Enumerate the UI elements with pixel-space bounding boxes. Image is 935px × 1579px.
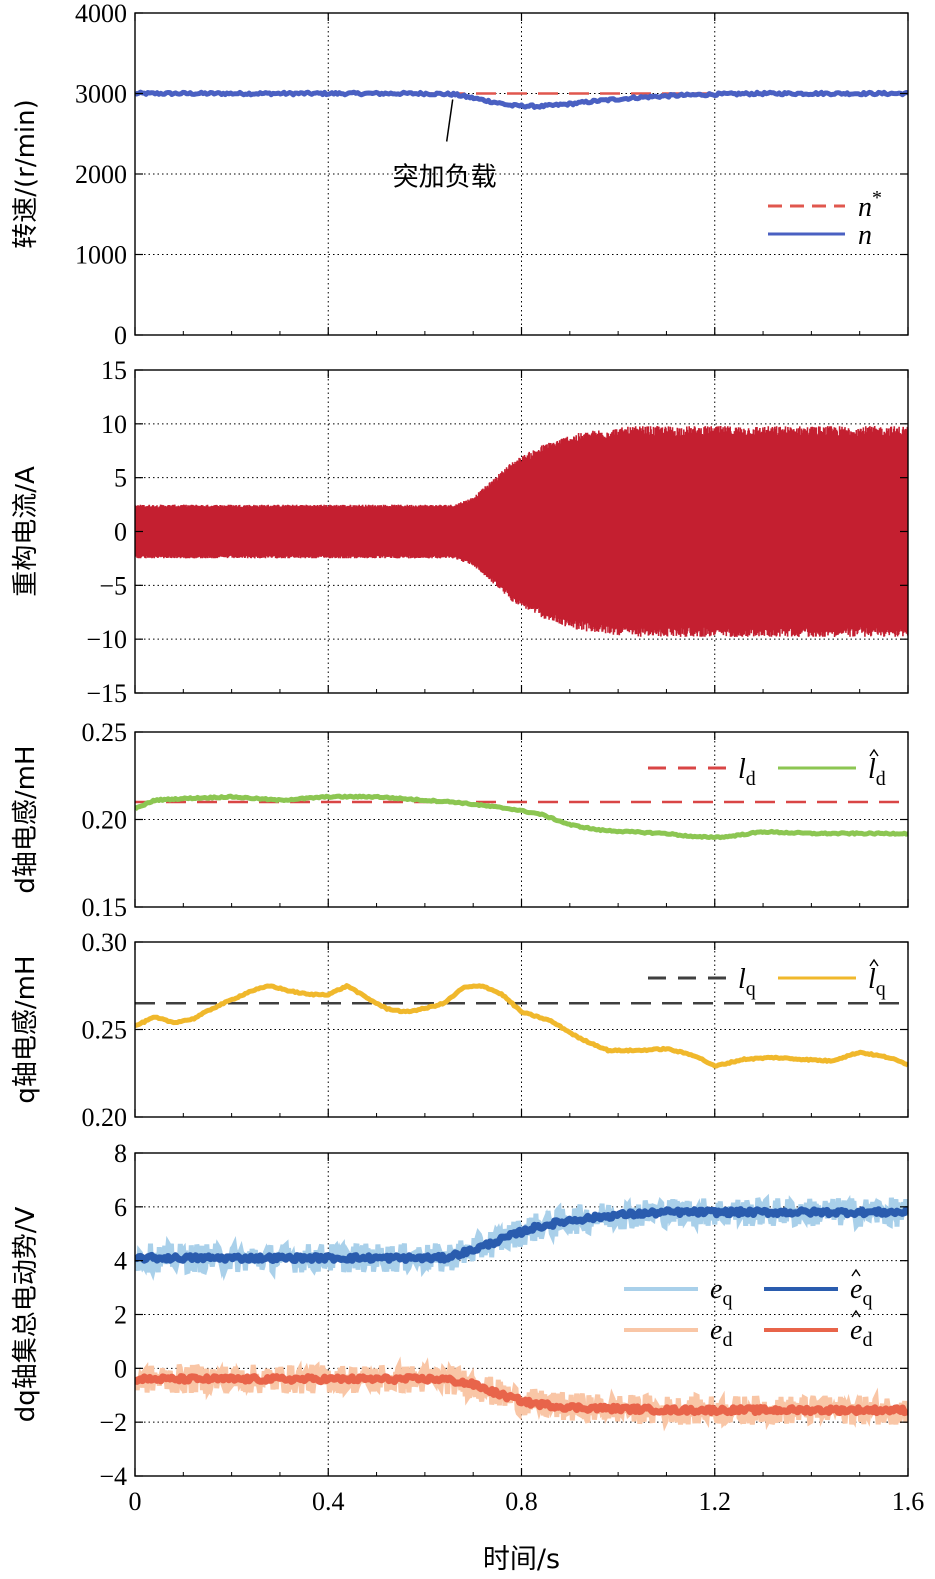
- y-axis-label: 重构电流/A: [11, 466, 41, 597]
- x-axis-label: 时间/s: [483, 1544, 560, 1575]
- y-tick-label-1: −2: [99, 1408, 127, 1437]
- series-d-4-3: [135, 1373, 908, 1417]
- y-tick-label-3: 0: [114, 518, 127, 547]
- y-tick-label-6: 8: [114, 1139, 127, 1168]
- series-ld-2-1: [135, 793, 908, 841]
- y-tick-label-2: 0: [114, 1354, 127, 1383]
- x-tick-label-1: 0.4: [312, 1487, 345, 1516]
- y-tick-label-0: 0: [114, 321, 127, 350]
- series-lq-3-1: [135, 983, 908, 1069]
- plot-area: [135, 425, 908, 638]
- y-axis-label: 转速/(r/min): [11, 99, 41, 249]
- annotation-label: 突加负载: [393, 163, 497, 193]
- y-axis-label: dq轴集总电动势/V: [11, 1207, 41, 1423]
- legend-label-0: eq: [710, 1274, 732, 1310]
- plot-area: [135, 89, 908, 110]
- legend-label-1: n: [858, 220, 872, 251]
- y-tick-label-2: 0.30: [82, 928, 128, 957]
- legend: eq eq ed ed: [624, 1268, 872, 1351]
- panel-2: −15 −10 −5 0 5 10 15 重构电流/A: [11, 356, 909, 708]
- y-tick-label-0: 0.20: [82, 1103, 128, 1132]
- legend-label-0: lq: [738, 964, 756, 1000]
- y-tick-label-1: 1000: [75, 241, 127, 270]
- legend-label-2: ed: [710, 1315, 732, 1351]
- y-tick-label-1: 0.20: [82, 806, 128, 835]
- panel-3: 0.15 0.20 0.25 d轴电感/mH ld ld: [11, 718, 909, 922]
- legend-label-0: ld: [738, 754, 756, 790]
- y-tick-label-0: −15: [86, 679, 127, 708]
- series-q-4-1: [135, 1206, 908, 1264]
- y-tick-label-6: 15: [101, 356, 127, 385]
- legend-hat-mark: [851, 1309, 861, 1318]
- plot-area: [135, 793, 908, 841]
- y-tick-label-2: −5: [99, 571, 127, 600]
- legend: n*n: [768, 187, 882, 251]
- annotation-pointer: [445, 99, 454, 142]
- x-tick-label-2: 0.8: [505, 1487, 538, 1516]
- series-reconstructedcurrentenvelope-1-0: [135, 425, 908, 638]
- legend: ld ld: [648, 748, 886, 790]
- y-tick-label-2: 0.25: [82, 718, 128, 747]
- legend-label-3: ed: [850, 1315, 872, 1351]
- y-tick-label-3: 3000: [75, 80, 127, 109]
- plot-area: [135, 983, 908, 1069]
- legend-label-1: lq: [868, 964, 886, 1000]
- y-tick-label-1: 0.25: [82, 1016, 128, 1045]
- legend-hat-mark: [851, 1268, 861, 1277]
- y-tick-label-4: 5: [114, 464, 127, 493]
- y-tick-label-0: 0.15: [82, 893, 128, 922]
- panel-1: 0 1000 2000 3000 4000 转速/(r/min) 突加负载 n*n: [11, 0, 909, 350]
- y-tick-label-5: 6: [114, 1193, 127, 1222]
- series-n-0-1: [135, 89, 908, 110]
- y-axis-label: d轴电感/mH: [11, 745, 41, 893]
- panel-4: 0.20 0.25 0.30 q轴电感/mH lq lq: [11, 928, 909, 1132]
- legend-label-0: n*: [858, 187, 882, 223]
- y-tick-label-0: −4: [99, 1462, 127, 1491]
- y-axis-label: q轴电感/mH: [11, 955, 41, 1103]
- series-ed-4-2: [135, 1356, 908, 1432]
- legend-label-1: eq: [850, 1274, 872, 1310]
- y-tick-label-4: 4000: [75, 0, 127, 28]
- plot-area: [135, 1193, 908, 1432]
- x-tick-label-4: 1.6: [892, 1487, 925, 1516]
- y-tick-label-5: 10: [101, 410, 127, 439]
- y-tick-label-3: 2: [114, 1301, 127, 1330]
- legend-label-1: ld: [868, 754, 886, 790]
- x-tick-label-0: 0: [129, 1487, 142, 1516]
- x-tick-label-3: 1.2: [699, 1487, 732, 1516]
- y-tick-label-4: 4: [114, 1247, 127, 1276]
- legend-hat-mark: [869, 958, 879, 967]
- y-tick-label-1: −10: [86, 625, 127, 654]
- legend-hat-mark: [869, 748, 879, 757]
- legend: lq lq: [648, 958, 886, 1000]
- y-tick-label-2: 2000: [75, 160, 127, 189]
